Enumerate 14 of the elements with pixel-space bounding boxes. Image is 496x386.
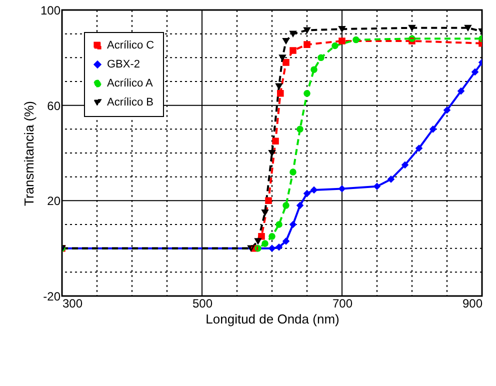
x-tick-label: 700 — [332, 296, 353, 310]
legend-label: Acrílico C — [107, 40, 154, 52]
x-tick-label: 900 — [462, 296, 483, 310]
legend-label: Acrílico A — [107, 78, 154, 90]
y-tick-label: 60 — [47, 98, 61, 113]
y-axis-title: Transmitancia (%) — [21, 101, 36, 206]
legend-label: Acrílico B — [107, 96, 154, 108]
x-axis-title: Longitud de Onda (nm) — [206, 312, 340, 326]
y-tick-label: 20 — [47, 194, 61, 208]
x-tick-label: 300 — [62, 296, 83, 310]
legend-label: GBX-2 — [107, 58, 140, 70]
y-tick-label: -20 — [43, 290, 61, 304]
x-tick-label: 500 — [192, 296, 213, 310]
y-tick-label: 100 — [40, 4, 61, 18]
